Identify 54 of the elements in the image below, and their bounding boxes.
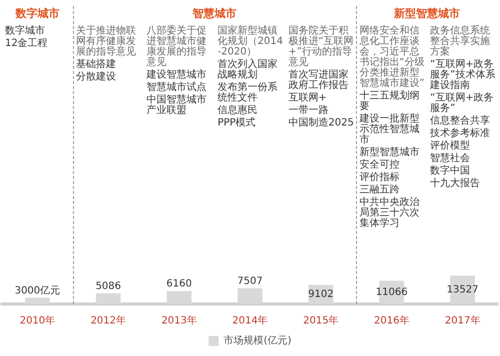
text: 信息惠民 [218, 104, 258, 116]
text: 八部委关于促进智慧城市健康发展的指导意见 [146, 24, 207, 68]
text: 中国制造2025 [288, 116, 354, 129]
text: 互联网+ [288, 92, 327, 104]
x-tick-label: 2017年 [444, 314, 480, 327]
text: 智慧社会 [430, 152, 470, 164]
text: 智慧城市试点 [146, 81, 207, 94]
data-label: 6160 [166, 278, 192, 290]
text: 新型智慧城市 [393, 6, 460, 20]
data-label: 5086 [96, 280, 122, 292]
x-tick-label: 2015年 [303, 314, 339, 327]
text: 技术参考标准 [429, 127, 490, 140]
text: 国务院关于积极推进“互联网+”行动的指导意见 [287, 24, 354, 68]
x-tick-label: 2016年 [374, 314, 410, 327]
text: 12金工程 [5, 37, 48, 50]
text: 发布第一份系统性文件 [218, 81, 278, 104]
text: 十三五规划纲要 [359, 90, 420, 112]
legend-label: 市场规模(亿元) [224, 334, 292, 347]
text: 数字中国 [430, 164, 470, 177]
text: 十九大报告 [430, 177, 480, 190]
data-label: 13527 [446, 284, 478, 296]
text: 安全可控 [359, 158, 400, 171]
data-label: 7507 [237, 276, 263, 287]
text: 网络安全和信息化工作座谈会，习近平总书记指出“分级分类推进新型智慧城市建设” [358, 24, 424, 90]
text: 信息整合共享 [430, 114, 490, 127]
text: “互联网+政务服务” [430, 92, 494, 114]
text: 建设一批新型示范性智慧城市 [358, 112, 420, 146]
x-tick-label: 2014年 [232, 314, 268, 327]
text: 中国智慧城市产业联盟 [146, 94, 207, 116]
text: 首次写进国家政府工作报告 [288, 68, 348, 92]
text: “互联网+政务服务”技术体系建设指南 [429, 58, 496, 92]
text: 政务信息系统整合共享实施方案 [430, 24, 490, 58]
text: 数字城市 [14, 6, 60, 20]
x-tick-label: 2012年 [90, 314, 126, 327]
text: 数字城市 [5, 24, 45, 37]
text: 首次列入国家战略规划 [218, 58, 278, 81]
data-label: 11066 [376, 286, 408, 298]
text: 新型智慧城市 [359, 146, 420, 158]
text: 国家新型城镇化规划（2014-2020） [218, 24, 284, 58]
text: 中共中央政治局第三十六次集体学习 [359, 196, 420, 230]
text: 评价指标 [359, 171, 400, 184]
x-tick-label: 2013年 [161, 314, 197, 327]
text: 三融五跨 [359, 184, 400, 196]
x-tick-label: 2010年 [20, 314, 56, 327]
text: 评价模型 [430, 140, 470, 152]
text: PPP模式 [218, 116, 256, 129]
data-label: 3000亿元 [14, 285, 60, 296]
text: 关于推进物联网有序健康发展的指导意见 [76, 24, 136, 58]
text: 基础搭建 [76, 58, 116, 70]
text: 一带一路 [288, 104, 328, 116]
data-label: 9102 [308, 289, 334, 300]
text: 分散建设 [76, 70, 116, 83]
text: 建设智慧城市 [146, 68, 207, 81]
text: 智慧城市 [192, 6, 237, 20]
